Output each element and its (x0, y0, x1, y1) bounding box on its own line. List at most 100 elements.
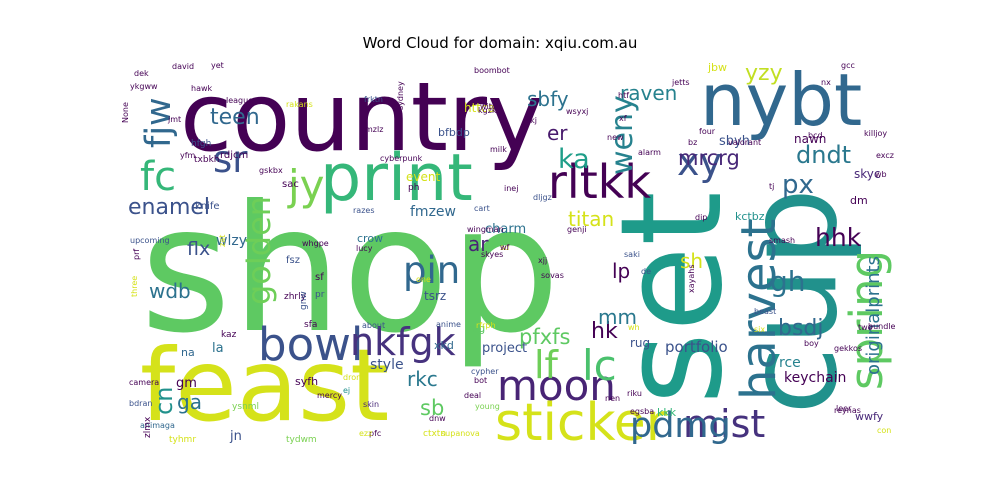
word-pfc: pfc (369, 429, 381, 438)
word-one: one (416, 275, 431, 284)
word-sfa: sfa (304, 320, 317, 330)
word-jy: jy (287, 161, 325, 210)
word-sticker: sticker (495, 393, 668, 453)
word-tyhmr: tyhmr (169, 435, 196, 445)
word-fmzew: fmzew (410, 204, 456, 220)
word-lf: lf (534, 343, 560, 387)
word-dm: dm (850, 194, 868, 207)
word-dek: dek (134, 69, 149, 78)
word-xf: xf (619, 114, 627, 123)
word-boombot: boombot (474, 66, 510, 75)
chart-title: Word Cloud for domain: xqiu.com.au (362, 34, 638, 52)
word-bot: bot (474, 376, 487, 385)
word-rdjcm: rdjcm (220, 150, 248, 161)
word-supanova: supanova (441, 429, 480, 438)
word-gcc: gcc (841, 61, 855, 70)
word-ga: ga (177, 390, 202, 414)
word-rakans: rakans (286, 100, 313, 109)
word-bdran: bdran (129, 399, 152, 408)
word-sr: sr (213, 138, 248, 181)
word-genji: genji (567, 225, 587, 234)
word-kaz: kaz (221, 330, 237, 340)
word-print: print (320, 141, 473, 216)
word-cup: cup (720, 188, 865, 415)
word-animaga: animaga (140, 421, 175, 430)
word-david: david (172, 62, 194, 71)
word-pr: pr (315, 290, 325, 300)
word-mrcrg: mrcrg (678, 146, 740, 170)
word-smash: smash (769, 236, 795, 245)
word-hhk: hhk (815, 223, 862, 252)
word-enamel: enamel (128, 195, 210, 220)
word-bsdj: bsdj (778, 316, 824, 341)
word-tj: tj (769, 182, 774, 191)
word-moon: moon (497, 361, 616, 410)
word-charm: charm (485, 222, 526, 237)
word-camera: camera (129, 378, 159, 387)
word-wf: wf (500, 243, 510, 252)
word-whgpe: whgpe (302, 239, 329, 248)
word-fc: fc (140, 154, 176, 200)
word-sd: sd (500, 243, 509, 252)
word-sovas: sovas (541, 271, 564, 280)
word-ctxtn: ctxtn (423, 429, 446, 439)
word-htg: htg (467, 322, 485, 335)
word-rfrph: rfrph (476, 321, 496, 330)
word-tsrz: tsrz (424, 289, 446, 303)
word-inej: inej (504, 184, 518, 193)
word-wh: wh (628, 323, 640, 332)
word-portfolio: portfolio (665, 338, 728, 356)
word-syfh: syfh (295, 375, 318, 388)
word-gh: gh (770, 265, 806, 298)
word-jmt: jmt (167, 115, 181, 124)
word-cyberpunk: cyberpunk (380, 154, 423, 163)
word-nawn: nawn (794, 132, 826, 146)
word-nybt: nybt (700, 58, 862, 142)
word-keychain: keychain (784, 370, 846, 386)
word-project: project (482, 341, 527, 356)
word-set: set (591, 191, 754, 405)
word-bz: bz (688, 138, 697, 147)
word-lucy: lucy (356, 244, 373, 253)
word-rce: rce (779, 355, 801, 371)
word-jbw: jbw (707, 61, 727, 74)
word-jetts: jetts (671, 78, 690, 87)
word-hk: hk (591, 319, 618, 344)
word-sbyh: sbyh (719, 134, 750, 149)
word-ysnml: ysnml (232, 402, 259, 412)
word-skj: skj (526, 116, 537, 125)
word-dljgz: dljgz (533, 193, 552, 202)
word-ezz: ezz (359, 429, 372, 438)
word-wingman: wingman (467, 225, 504, 234)
word-xkd: xkd (434, 339, 454, 352)
word-yfm: yfm (180, 151, 196, 160)
word-None: None (121, 102, 130, 123)
word-rug: rug (630, 336, 650, 350)
word-mzlz: mzlz (365, 125, 383, 134)
word-style: style (370, 357, 404, 373)
word-nkfgk: nkfgk (350, 320, 456, 364)
word-pdmg: pdmg (630, 406, 731, 446)
word-cypher: cypher (471, 367, 499, 376)
word-titan: titan (568, 207, 614, 231)
word-frktn: frktn (364, 95, 383, 104)
word-league: league (226, 96, 253, 105)
word-wb: wb (875, 170, 887, 179)
word-wdb: wdb (149, 279, 191, 303)
word-feast: feast (140, 327, 389, 444)
word-dnw: dnw (429, 414, 446, 423)
word-weny: weny (605, 95, 640, 175)
word-cart: cart (474, 204, 490, 213)
word-xjj: xjj (538, 256, 547, 265)
word-valorant: valorant (728, 138, 761, 147)
word-dndt: dndt (796, 141, 851, 169)
word-rkc: rkc (407, 367, 438, 391)
word-yzy: yzy (745, 61, 783, 86)
word-rltkk: rltkk (548, 155, 651, 209)
word-prf: prf (132, 249, 141, 260)
word-nen: nen (605, 394, 620, 403)
word-con: con (877, 426, 891, 435)
word-pfxfs: pfxfs (519, 325, 571, 349)
word-dip: dip (695, 213, 707, 222)
word-jn: jn (229, 429, 242, 444)
